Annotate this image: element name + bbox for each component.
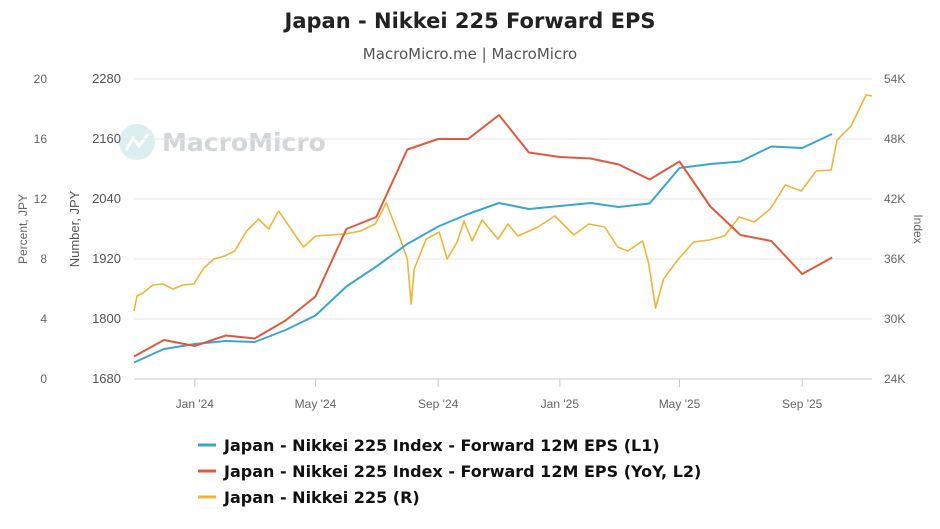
y-axis-l2-title: Percent, JPY	[16, 194, 30, 264]
y-tick-label-number: 2280	[92, 71, 121, 86]
y-tick-label-percent: 8	[40, 252, 47, 266]
y-axis-left-percent: 0 4 8 12 16 20	[34, 72, 48, 386]
x-tick-label: May '25	[659, 397, 701, 411]
gridlines	[134, 78, 872, 380]
legend-item-label[interactable]: Japan - Nikkei 225 Index - Forward 12M E…	[223, 462, 701, 481]
chart-title: Japan - Nikkei 225 Forward EPS	[283, 9, 656, 33]
x-tick-label: Jan '24	[176, 397, 215, 411]
y-tick-label-number: 1680	[92, 371, 121, 386]
y-tick-label-index: 30K	[884, 312, 905, 326]
y-tick-label-index: 42K	[884, 192, 905, 206]
series-lines	[133, 94, 873, 364]
watermark: MacroMicro	[119, 124, 326, 160]
y-tick-label-index: 36K	[884, 252, 905, 266]
legend: Japan - Nikkei 225 Index - Forward 12M E…	[198, 436, 701, 507]
x-axis: Jan '24 May '24 Sep '24 Jan '25 May '25 Sep '…	[176, 379, 823, 411]
chart-subtitle: MacroMicro.me | MacroMicro	[363, 45, 577, 63]
series-line-2	[133, 114, 833, 358]
series-line-1	[133, 133, 833, 364]
y-axis-right-index: 24K 30K 36K 42K 48K 54K	[884, 72, 905, 386]
y-tick-label-number: 2040	[92, 191, 121, 206]
y-tick-label-percent: 12	[34, 192, 48, 206]
x-tick-label: May '24	[295, 397, 337, 411]
y-axis-left-number: 1680 1800 1920 2040 2160 2280	[92, 71, 121, 386]
legend-item-label[interactable]: Japan - Nikkei 225 (R)	[223, 488, 420, 507]
x-tick-label: Sep '25	[782, 397, 823, 411]
legend-item-label[interactable]: Japan - Nikkei 225 Index - Forward 12M E…	[223, 436, 660, 455]
y-tick-label-percent: 0	[40, 372, 47, 386]
y-tick-label-index: 48K	[884, 132, 905, 146]
y-tick-label-percent: 20	[34, 72, 48, 86]
y-tick-label-number: 1800	[92, 311, 121, 326]
y-axis-r-title: Index	[911, 214, 925, 243]
x-tick-label: Jan '25	[541, 397, 580, 411]
y-tick-label-index: 24K	[884, 372, 905, 386]
watermark-text: MacroMicro	[162, 128, 326, 157]
y-axis-l1-title: Number, JPY	[67, 190, 82, 267]
y-tick-label-percent: 4	[40, 312, 47, 326]
x-tick-label: Sep '24	[418, 397, 459, 411]
y-tick-label-index: 54K	[884, 72, 905, 86]
watermark-logo-mark	[124, 133, 150, 151]
y-tick-label-number: 1920	[92, 251, 121, 266]
y-tick-label-number: 2160	[92, 131, 121, 146]
y-tick-label-percent: 16	[34, 132, 48, 146]
